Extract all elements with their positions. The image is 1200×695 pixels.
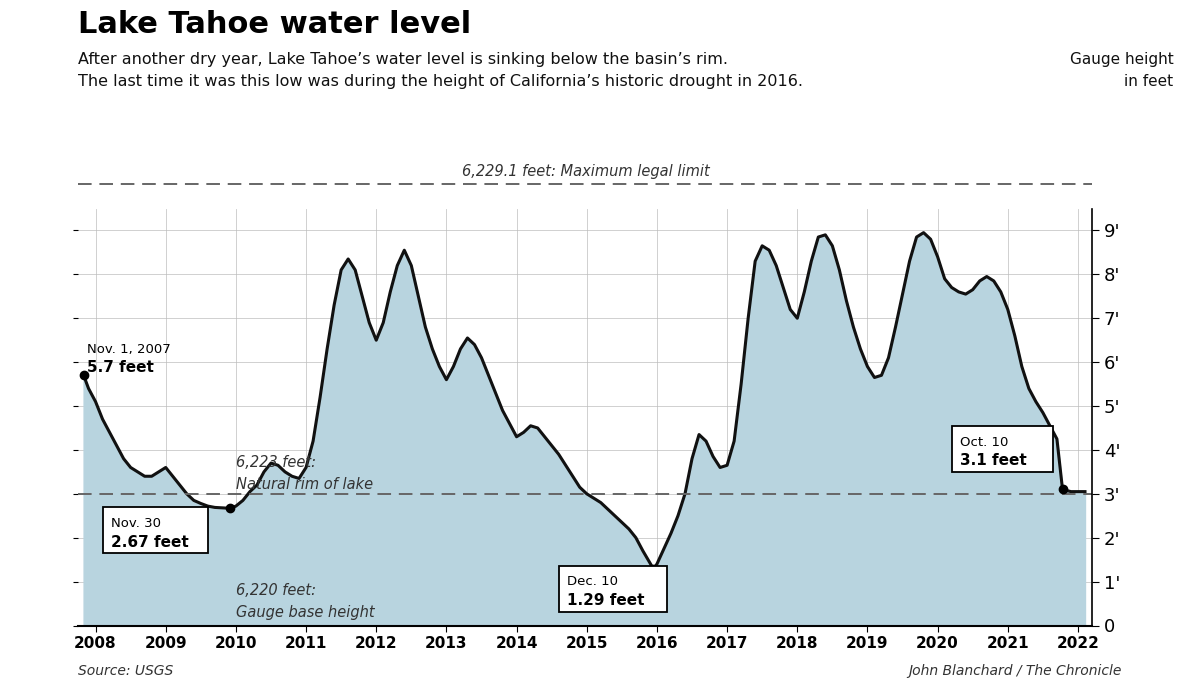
Text: Source: USGS: Source: USGS [78,664,173,678]
Text: Dec. 10: Dec. 10 [568,575,618,588]
FancyBboxPatch shape [559,566,667,612]
Text: Nov. 1, 2007: Nov. 1, 2007 [88,343,170,356]
Text: After another dry year, Lake Tahoe’s water level is sinking below the basin’s ri: After another dry year, Lake Tahoe’s wat… [78,52,728,67]
Text: 6,229.1 feet: Maximum legal limit: 6,229.1 feet: Maximum legal limit [462,163,709,179]
Text: 6,223 feet:: 6,223 feet: [236,455,316,470]
Text: in feet: in feet [1124,74,1174,90]
Text: Gauge base height: Gauge base height [236,605,374,620]
FancyBboxPatch shape [102,507,208,553]
Text: The last time it was this low was during the height of California’s historic dro: The last time it was this low was during… [78,74,803,90]
Text: 6,220 feet:: 6,220 feet: [236,583,316,598]
Text: 1.29 feet: 1.29 feet [568,593,644,608]
Text: Natural rim of lake: Natural rim of lake [236,477,373,491]
Text: Nov. 30: Nov. 30 [110,517,161,530]
FancyBboxPatch shape [952,426,1054,472]
Text: Gauge height: Gauge height [1070,52,1174,67]
Text: John Blanchard / The Chronicle: John Blanchard / The Chronicle [908,664,1122,678]
Text: 2.67 feet: 2.67 feet [110,534,188,550]
Text: 3.1 feet: 3.1 feet [960,453,1027,468]
Text: 5.7 feet: 5.7 feet [88,360,154,375]
Text: Lake Tahoe water level: Lake Tahoe water level [78,10,472,40]
Text: Oct. 10: Oct. 10 [960,436,1008,449]
